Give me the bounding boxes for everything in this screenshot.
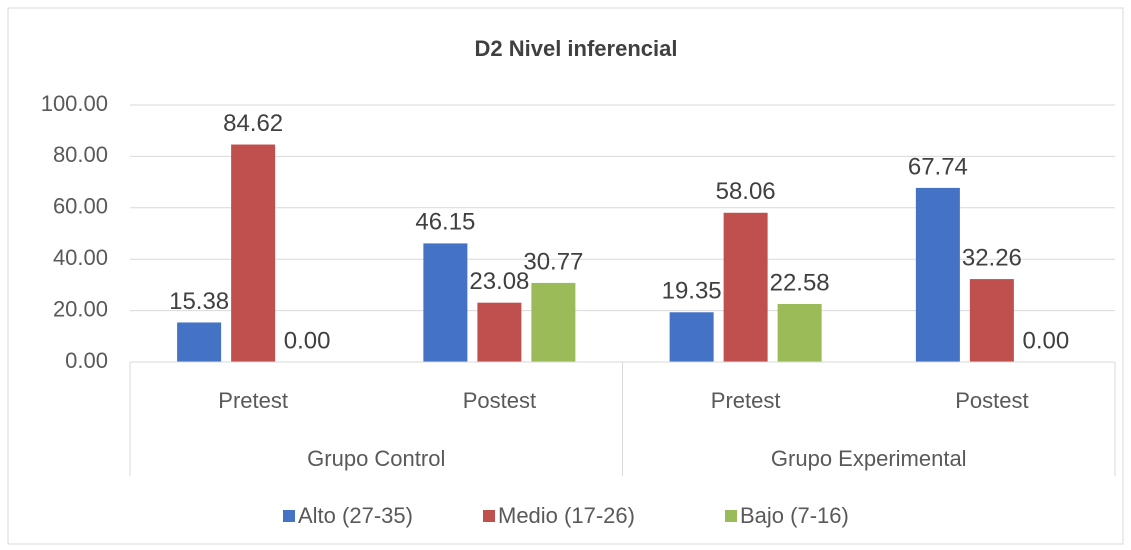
bar: [531, 282, 576, 362]
data-label: 67.74: [908, 153, 968, 180]
legend-label: Alto (27-35): [298, 503, 413, 528]
y-tick-label: 60.00: [53, 194, 108, 219]
bar: [915, 187, 960, 362]
legend-swatch: [283, 510, 295, 522]
data-label: 23.08: [469, 268, 529, 295]
data-label: 0.00: [1023, 327, 1070, 354]
bar: [669, 312, 714, 362]
data-label: 32.26: [962, 244, 1022, 271]
legend-label: Medio (17-26): [498, 503, 635, 528]
bar: [231, 144, 276, 362]
x-tick-label: Postest: [463, 388, 536, 413]
group-label: Grupo Control: [307, 446, 445, 471]
y-tick-label: 20.00: [53, 296, 108, 321]
legend-swatch: [725, 510, 737, 522]
bar: [477, 302, 522, 362]
y-tick-label: 100.00: [41, 91, 108, 116]
x-tick-label: Postest: [955, 388, 1028, 413]
group-label: Grupo Experimental: [771, 446, 967, 471]
bar: [723, 212, 768, 362]
data-label: 84.62: [223, 110, 283, 137]
x-tick-label: Pretest: [218, 388, 288, 413]
bar: [969, 279, 1014, 362]
data-label: 0.00: [284, 327, 331, 354]
y-tick-label: 40.00: [53, 245, 108, 270]
data-label: 22.58: [770, 269, 830, 296]
data-label: 15.38: [169, 288, 229, 315]
bar: [423, 243, 468, 362]
legend-swatch: [483, 510, 495, 522]
x-tick-label: Pretest: [711, 388, 781, 413]
y-tick-label: 0.00: [65, 348, 108, 373]
y-tick-label: 80.00: [53, 142, 108, 167]
chart-title: D2 Nivel inferencial: [475, 36, 678, 61]
bar: [777, 303, 822, 362]
bar: [177, 322, 222, 362]
data-label: 58.06: [716, 178, 776, 205]
data-label: 19.35: [662, 278, 722, 305]
data-label: 30.77: [523, 248, 583, 275]
legend-label: Bajo (7-16): [740, 503, 849, 528]
data-label: 46.15: [415, 209, 475, 236]
